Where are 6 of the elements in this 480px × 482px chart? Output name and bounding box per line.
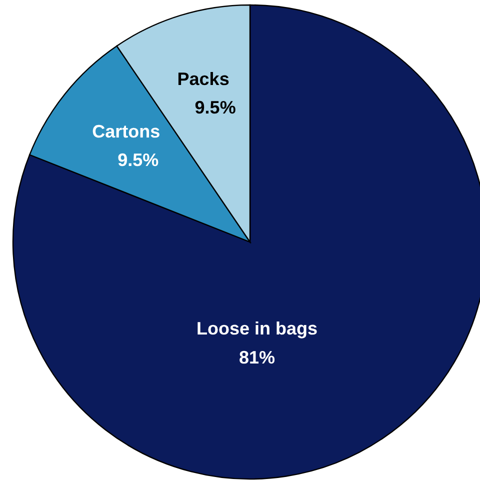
data-label: 81% — [238, 347, 276, 368]
slice-label: Cartons — [92, 121, 160, 142]
slice-label: Packs — [177, 68, 230, 89]
slice-label: Loose in bags — [196, 318, 318, 339]
data-label: 9.5% — [194, 98, 236, 118]
data-label: 9.5% — [118, 150, 159, 170]
